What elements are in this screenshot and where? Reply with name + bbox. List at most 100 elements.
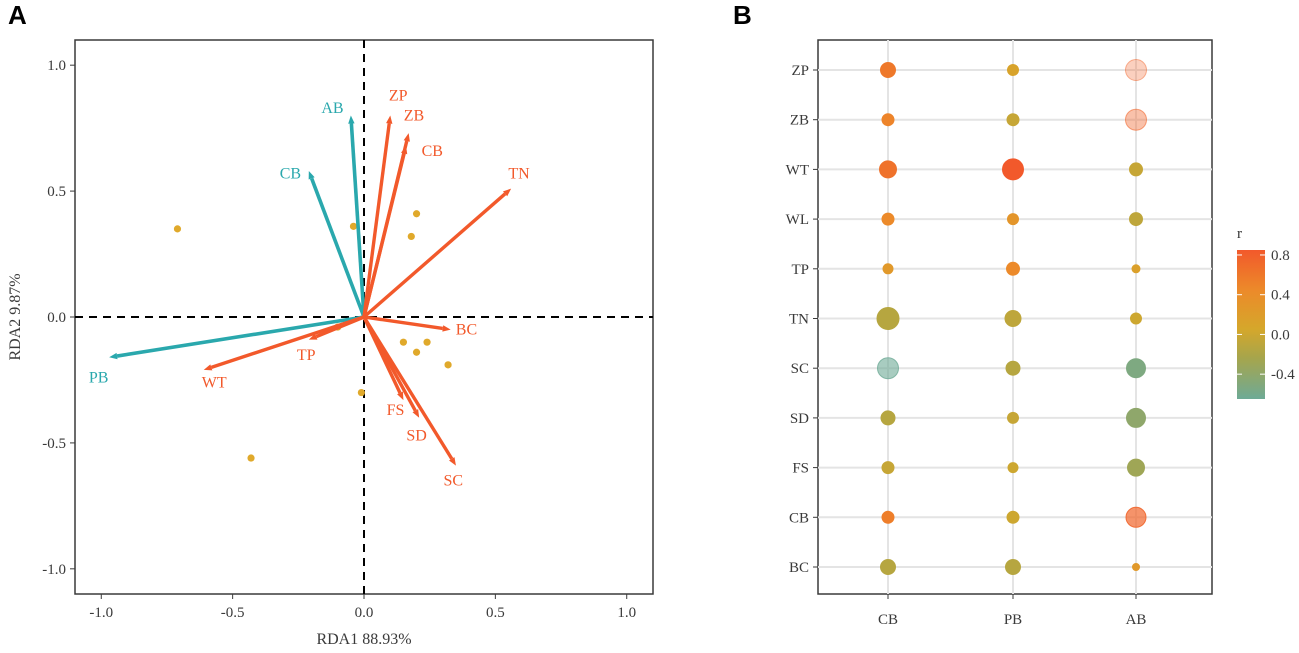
explanatory-vector-arrow xyxy=(362,123,391,318)
y-category-label: ZP xyxy=(791,63,809,79)
panel-b-letter: B xyxy=(733,0,752,30)
explanatory-vector-arrowhead xyxy=(401,145,408,155)
explanatory-vector-arrowhead xyxy=(502,188,512,197)
y-category-label: TP xyxy=(791,262,809,278)
rda-biplot: -1.0 -0.5 0.0 0.5 1.0 1.0 0.5 0.0 -0.5 -1.0 RDA1 8… xyxy=(7,39,654,648)
correlation-bubble xyxy=(1132,563,1140,571)
legend-tick-label: 0.0 xyxy=(1271,327,1290,343)
explanatory-vector-label: ZB xyxy=(404,108,424,125)
sample-point xyxy=(423,338,431,346)
y-tick-label: 1.0 xyxy=(47,58,66,74)
response-vector-arrowhead xyxy=(348,115,355,124)
y-category-label: SD xyxy=(790,411,809,427)
sample-point xyxy=(444,361,452,369)
sample-point xyxy=(357,388,365,397)
correlation-bubble xyxy=(881,212,895,226)
explanatory-vector-label: CB xyxy=(422,143,443,160)
y-tick-label: -0.5 xyxy=(42,436,66,452)
correlation-bubble xyxy=(880,410,896,426)
correlation-bubble-plot: ZP ZB WT WL TP TN SC SD FS CB BC CB PB AB r 0.8 0.4 0.0 -0… xyxy=(786,39,1295,628)
legend-tick-label: -0.4 xyxy=(1271,367,1295,383)
y-category-label: BC xyxy=(789,560,809,576)
explanatory-vector-label: WT xyxy=(202,374,227,391)
x-tick-label: 1.0 xyxy=(617,605,636,621)
plot-frame xyxy=(817,39,1213,595)
sample-point xyxy=(412,348,421,356)
x-tick-label: 0.0 xyxy=(355,605,374,621)
legend-colorbar xyxy=(1237,250,1265,399)
correlation-bubble xyxy=(1126,407,1146,428)
sample-point xyxy=(247,454,255,462)
y-tick-label: 0.5 xyxy=(47,184,66,200)
correlation-bubble xyxy=(1006,113,1020,127)
explanatory-vector-label: SC xyxy=(444,473,464,490)
explanatory-vector-arrowhead xyxy=(403,133,410,142)
x-category-label: CB xyxy=(878,612,898,628)
correlation-bubble xyxy=(881,113,895,127)
explanatory-vector-arrowhead xyxy=(308,333,318,340)
correlation-bubble xyxy=(881,510,895,524)
correlation-bubble xyxy=(1127,458,1145,477)
y-axis-title: RDA2 9.87% xyxy=(7,273,24,360)
explanatory-vector-label: BC xyxy=(456,322,477,339)
correlation-bubble xyxy=(1131,264,1141,274)
explanatory-vector-label: SD xyxy=(406,427,426,444)
response-vector-arrowhead xyxy=(109,352,118,360)
response-vector-label: PB xyxy=(89,369,109,386)
correlation-bubble xyxy=(1125,506,1147,528)
explanatory-vector-arrowhead xyxy=(397,391,404,401)
correlation-bubble xyxy=(879,160,897,179)
explanatory-vector-arrow xyxy=(362,316,454,460)
x-axis-title: RDA1 88.93% xyxy=(316,631,411,648)
sample-point xyxy=(407,232,415,241)
explanatory-vector-arrowhead xyxy=(449,457,456,466)
explanatory-vector-label: ZP xyxy=(389,87,408,104)
x-tick-label: -1.0 xyxy=(89,605,113,621)
explanatory-vector-arrowhead xyxy=(203,364,213,371)
legend-tick-label: 0.4 xyxy=(1271,288,1290,304)
correlation-bubble xyxy=(1002,158,1024,181)
response-vector-label: CB xyxy=(280,165,301,182)
response-vector-label: AB xyxy=(321,100,343,117)
correlation-bubble xyxy=(1129,212,1143,227)
legend-title: r xyxy=(1237,226,1242,242)
explanatory-vector-arrowhead xyxy=(412,409,420,418)
x-tick-label: 0.5 xyxy=(486,605,505,621)
explanatory-vector-arrow xyxy=(363,315,444,331)
correlation-bubble xyxy=(880,62,896,78)
panel-a-letter: A xyxy=(8,0,27,30)
explanatory-vector-arrow xyxy=(362,192,507,319)
explanatory-vector-label: TP xyxy=(297,347,316,364)
sample-point xyxy=(349,222,358,230)
explanatory-vector-arrowhead xyxy=(442,325,451,332)
x-category-label: PB xyxy=(1004,612,1022,628)
response-vector-arrowhead xyxy=(308,170,315,180)
correlation-bubble xyxy=(1126,358,1146,379)
correlation-bubble xyxy=(880,559,896,575)
explanatory-vector-arrow xyxy=(362,153,406,318)
correlation-bubble xyxy=(877,357,899,380)
y-category-label: WL xyxy=(786,212,809,228)
correlation-bubble xyxy=(1007,64,1019,76)
x-tick-label: -0.5 xyxy=(221,605,245,621)
correlation-bubble xyxy=(881,461,895,475)
correlation-bubble xyxy=(1125,59,1147,81)
correlation-bubble xyxy=(1004,310,1022,327)
correlation-bubble xyxy=(1129,162,1143,177)
correlation-bubble xyxy=(1130,312,1142,325)
y-category-label: SC xyxy=(791,361,809,377)
explanatory-vector-arrowhead xyxy=(386,115,393,124)
y-category-label: CB xyxy=(789,510,809,526)
correlation-bubble xyxy=(1007,411,1019,424)
response-vector-arrow xyxy=(309,177,366,318)
correlation-bubble xyxy=(1125,108,1147,131)
correlation-bubble xyxy=(1005,360,1021,376)
explanatory-vector-label: FS xyxy=(387,402,405,419)
sample-point xyxy=(412,210,421,218)
y-category-label: WT xyxy=(786,162,809,178)
response-vector-arrow xyxy=(116,315,365,358)
y-tick-label: -1.0 xyxy=(42,562,66,578)
explanatory-vector-label: TN xyxy=(508,165,530,182)
correlation-bubble xyxy=(1005,559,1021,575)
